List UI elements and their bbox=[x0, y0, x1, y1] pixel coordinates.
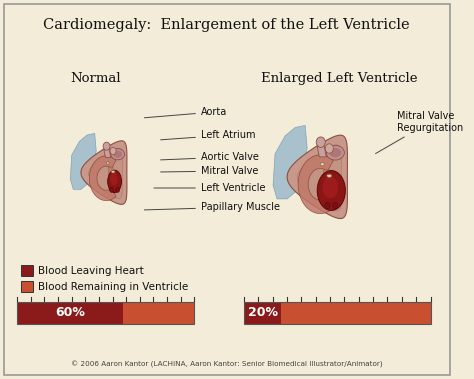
Text: Aortic Valve: Aortic Valve bbox=[161, 152, 259, 162]
Text: Mitral Valve
Regurgitation: Mitral Valve Regurgitation bbox=[375, 111, 463, 153]
Polygon shape bbox=[317, 146, 326, 157]
Ellipse shape bbox=[316, 137, 325, 147]
Ellipse shape bbox=[325, 144, 333, 153]
Polygon shape bbox=[297, 145, 341, 211]
Polygon shape bbox=[90, 156, 116, 200]
Text: Blood Remaining in Ventricle: Blood Remaining in Ventricle bbox=[38, 282, 189, 291]
Text: Mitral Valve: Mitral Valve bbox=[161, 166, 258, 176]
Ellipse shape bbox=[333, 202, 338, 209]
FancyBboxPatch shape bbox=[4, 4, 450, 375]
Text: © 2006 Aaron Kantor (LACHINA, Aaron Kantor: Senior Biomedical Illustrator/Animat: © 2006 Aaron Kantor (LACHINA, Aaron Kant… bbox=[71, 361, 383, 368]
Polygon shape bbox=[70, 133, 96, 190]
Bar bbox=[17, 302, 194, 324]
Bar bbox=[244, 302, 281, 324]
Bar bbox=[281, 302, 430, 324]
Text: Blood Leaving Heart: Blood Leaving Heart bbox=[38, 266, 144, 276]
Polygon shape bbox=[81, 141, 127, 204]
Text: 60%: 60% bbox=[55, 307, 85, 319]
Ellipse shape bbox=[108, 170, 121, 193]
Ellipse shape bbox=[320, 163, 324, 166]
Polygon shape bbox=[109, 167, 114, 187]
Bar bbox=[123, 302, 194, 324]
Bar bbox=[17, 302, 123, 324]
Text: Cardiomegaly:  Enlargement of the Left Ventricle: Cardiomegaly: Enlargement of the Left Ve… bbox=[44, 18, 410, 32]
Ellipse shape bbox=[103, 142, 110, 150]
Ellipse shape bbox=[111, 171, 115, 173]
Ellipse shape bbox=[329, 148, 341, 157]
Ellipse shape bbox=[113, 150, 122, 158]
Text: Aorta: Aorta bbox=[145, 107, 227, 118]
Ellipse shape bbox=[110, 147, 116, 155]
Ellipse shape bbox=[116, 188, 119, 192]
Polygon shape bbox=[273, 125, 307, 199]
Ellipse shape bbox=[110, 173, 118, 185]
Text: Left Ventricle: Left Ventricle bbox=[154, 183, 265, 193]
Bar bbox=[21, 265, 34, 276]
Bar bbox=[21, 281, 34, 292]
Text: Normal: Normal bbox=[70, 72, 121, 85]
Text: Papillary Muscle: Papillary Muscle bbox=[145, 202, 280, 212]
Polygon shape bbox=[323, 169, 330, 196]
Polygon shape bbox=[104, 149, 111, 157]
Ellipse shape bbox=[326, 146, 345, 160]
Ellipse shape bbox=[317, 171, 346, 210]
Ellipse shape bbox=[323, 176, 338, 198]
Text: Left Atrium: Left Atrium bbox=[161, 130, 255, 140]
Ellipse shape bbox=[325, 202, 330, 209]
Bar bbox=[244, 302, 430, 324]
Text: Enlarged Left Ventricle: Enlarged Left Ventricle bbox=[261, 72, 418, 85]
Polygon shape bbox=[89, 148, 122, 199]
Ellipse shape bbox=[109, 188, 113, 192]
Polygon shape bbox=[287, 135, 347, 219]
Text: 20%: 20% bbox=[247, 307, 278, 319]
Ellipse shape bbox=[106, 162, 109, 164]
Ellipse shape bbox=[327, 174, 332, 177]
Ellipse shape bbox=[111, 149, 125, 160]
Polygon shape bbox=[298, 155, 333, 214]
